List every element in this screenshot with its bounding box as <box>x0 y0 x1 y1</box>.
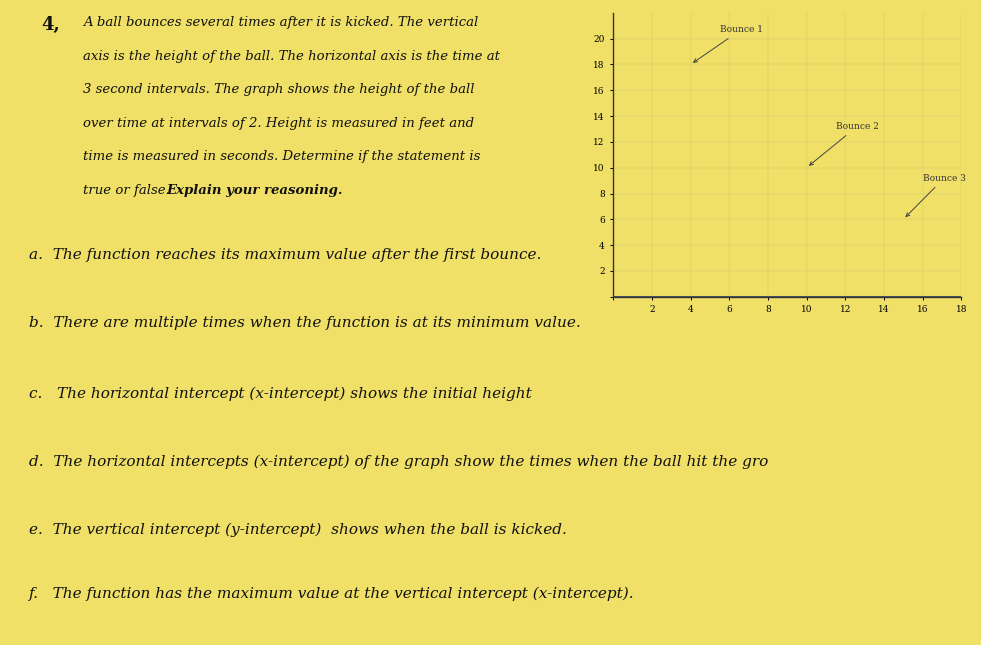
Text: e.  The vertical intercept (y-intercept)  shows when the ball is kicked.: e. The vertical intercept (y-intercept) … <box>29 522 567 537</box>
Text: f.   The function has the maximum value at the vertical intercept (x-intercept).: f. The function has the maximum value at… <box>29 587 635 601</box>
Text: d.  The horizontal intercepts (x-intercept) of the graph show the times when the: d. The horizontal intercepts (x-intercep… <box>29 455 769 469</box>
Text: Bounce 1: Bounce 1 <box>694 25 762 63</box>
Text: 4,: 4, <box>41 16 60 34</box>
Text: true or false.: true or false. <box>83 184 179 197</box>
Text: time is measured in seconds. Determine if the statement is: time is measured in seconds. Determine i… <box>83 150 481 163</box>
Text: axis is the height of the ball. The horizontal axis is the time at: axis is the height of the ball. The hori… <box>83 50 500 63</box>
Text: Explain your reasoning.: Explain your reasoning. <box>167 184 343 197</box>
Text: c.   The horizontal intercept (x-intercept) shows the initial height: c. The horizontal intercept (x-intercept… <box>29 387 532 401</box>
Text: A ball bounces several times after it is kicked. The vertical: A ball bounces several times after it is… <box>83 16 479 29</box>
Text: Bounce 2: Bounce 2 <box>809 122 879 165</box>
Text: a.  The function reaches its maximum value after the first bounce.: a. The function reaches its maximum valu… <box>29 248 542 263</box>
Text: 3 second intervals. The graph shows the height of the ball: 3 second intervals. The graph shows the … <box>83 83 475 96</box>
Text: over time at intervals of 2. Height is measured in feet and: over time at intervals of 2. Height is m… <box>83 117 475 130</box>
Text: b.  There are multiple times when the function is at its minimum value.: b. There are multiple times when the fun… <box>29 316 581 330</box>
Text: Bounce 3: Bounce 3 <box>906 174 965 217</box>
